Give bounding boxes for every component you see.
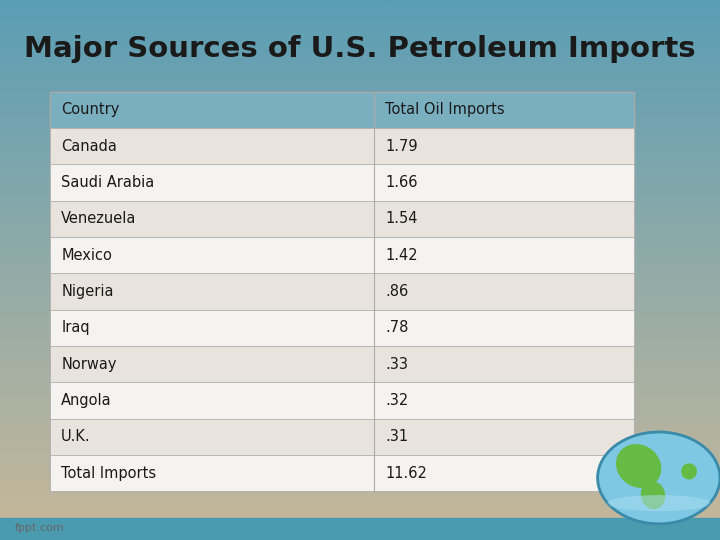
Text: .31: .31 [385,429,408,444]
Bar [0,518,720,540]
Text: 1.66: 1.66 [385,175,418,190]
Text: Mexico: Mexico [61,248,112,263]
Text: Norway: Norway [61,357,117,372]
Bar [50,455,634,491]
Ellipse shape [641,481,665,509]
Text: Nigeria: Nigeria [61,284,114,299]
Text: Iraq: Iraq [61,320,90,335]
Text: Venezuela: Venezuela [61,212,137,226]
Bar [50,165,634,201]
Text: Country: Country [61,103,120,118]
Text: .86: .86 [385,284,408,299]
Bar [50,92,634,491]
Text: 1.54: 1.54 [385,212,418,226]
Ellipse shape [616,444,661,488]
Bar [50,92,634,128]
Bar [50,273,634,310]
Text: Saudi Arabia: Saudi Arabia [61,175,155,190]
Text: 1.79: 1.79 [385,139,418,154]
Text: 1.42: 1.42 [385,248,418,263]
Text: U.K.: U.K. [61,429,91,444]
Text: fppt.com: fppt.com [14,523,64,533]
Text: Canada: Canada [61,139,117,154]
Text: Angola: Angola [61,393,112,408]
Ellipse shape [607,495,711,511]
Text: Major Sources of U.S. Petroleum Imports: Major Sources of U.S. Petroleum Imports [24,35,696,63]
Text: 11.62: 11.62 [385,465,427,481]
Text: .32: .32 [385,393,408,408]
Text: .33: .33 [385,357,408,372]
Bar [50,201,634,237]
Text: Total Oil Imports: Total Oil Imports [385,103,505,118]
Bar [50,237,634,273]
Bar [50,346,634,382]
Bar [50,418,634,455]
Text: .78: .78 [385,320,408,335]
Bar [50,128,634,165]
Bar [50,310,634,346]
Text: Total Imports: Total Imports [61,465,156,481]
Circle shape [598,432,720,524]
Bar [50,382,634,418]
Ellipse shape [681,463,697,480]
